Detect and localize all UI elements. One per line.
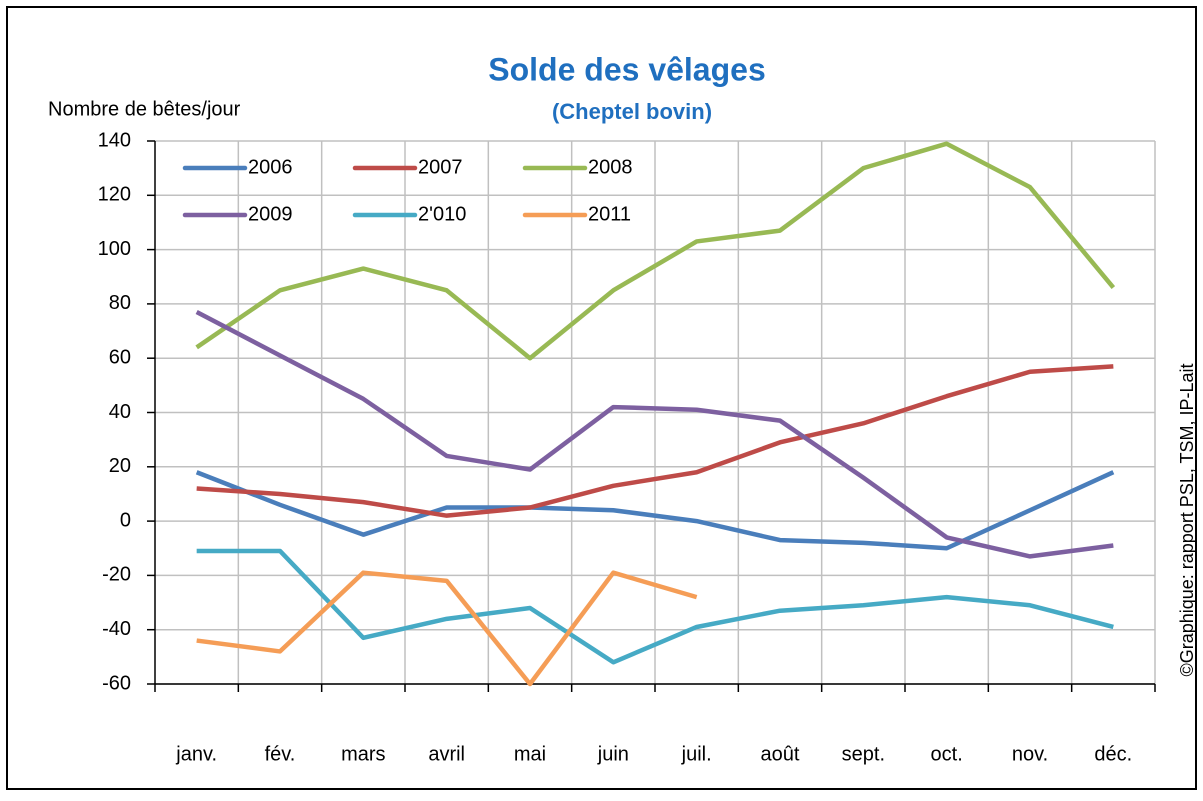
y-tick-label: 0 (120, 509, 131, 531)
y-tick-label: 120 (98, 184, 131, 206)
x-tick-label: mai (514, 743, 546, 765)
x-tick-label: déc. (1094, 743, 1132, 765)
legend-label: 2011 (588, 203, 631, 225)
y-tick-label: 140 (98, 129, 131, 151)
legend-label: 2'010 (418, 203, 466, 225)
y-tick-label: -60 (102, 672, 131, 694)
x-tick-label: juin (597, 743, 629, 765)
y-tick-label: -20 (102, 564, 131, 586)
y-tick-label: 20 (109, 455, 131, 477)
x-tick-label: oct. (931, 743, 963, 765)
series-line (195, 310, 1114, 559)
series-line (195, 141, 1116, 361)
y-tick-label: 80 (109, 292, 131, 314)
source-note: ©Graphique: rapport PSL, TSM, IP-Lait (1177, 363, 1197, 676)
x-tick-label: mars (341, 743, 385, 765)
chart-border (6, 6, 1197, 790)
x-tick-label: août (761, 743, 800, 765)
legend-label: 2007 (418, 156, 463, 178)
x-tick-label: janv. (175, 743, 217, 765)
y-tick-label: 60 (109, 346, 131, 368)
chart-subtitle: (Cheptel bovin) (552, 99, 712, 124)
y-tick-label: 100 (98, 238, 131, 260)
x-tick-label: avril (428, 743, 465, 765)
series-line (196, 548, 1114, 665)
x-tick-label: juil. (681, 743, 712, 765)
series-line (196, 570, 698, 687)
legend-label: 2006 (248, 156, 293, 178)
y-tick-label: 40 (109, 401, 131, 423)
chart-title: Solde des vêlages (488, 51, 765, 87)
series-line (196, 364, 1114, 518)
y-tick-label: -40 (102, 618, 131, 640)
x-tick-label: nov. (1012, 743, 1048, 765)
legend-label: 2008 (588, 156, 633, 178)
legend-label: 2009 (248, 203, 293, 225)
x-tick-label: fév. (265, 743, 296, 765)
x-tick-label: sept. (842, 743, 885, 765)
y-axis-label: Nombre de bêtes/jour (48, 98, 241, 120)
